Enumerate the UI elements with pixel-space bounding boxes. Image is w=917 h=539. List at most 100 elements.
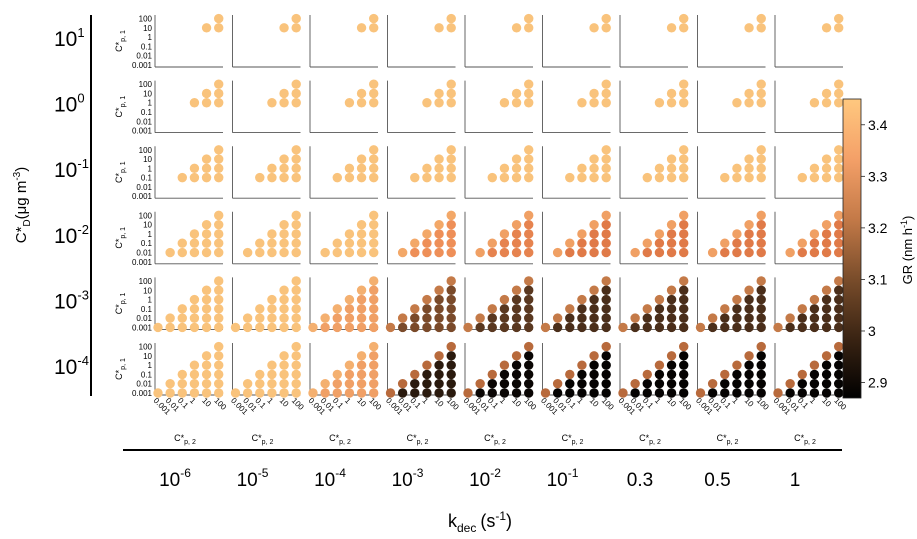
data-point — [267, 172, 277, 183]
data-point — [601, 238, 611, 248]
data-point — [214, 98, 224, 108]
data-point — [214, 360, 224, 370]
data-point — [589, 238, 599, 248]
column-label-exp: -5 — [258, 466, 269, 480]
data-point — [744, 313, 754, 323]
data-point — [177, 304, 187, 314]
panel — [309, 145, 379, 199]
colorbar-label-main: GR (nm h — [900, 228, 915, 284]
column-axis-title: kdec (s-1) — [448, 509, 512, 535]
data-point — [267, 229, 277, 239]
y-tick-label: 100 — [139, 15, 153, 24]
y-tick-label: 0.01 — [136, 249, 152, 258]
data-point — [279, 88, 289, 99]
row-label-base: 10 — [54, 290, 77, 313]
data-point — [809, 294, 820, 305]
data-point — [201, 360, 212, 370]
data-point — [821, 313, 832, 323]
y-tick-label: 0.001 — [132, 258, 153, 267]
data-point — [446, 379, 456, 389]
data-point — [487, 313, 497, 323]
data-point — [267, 313, 277, 323]
panel — [464, 79, 534, 134]
data-point — [434, 379, 444, 389]
data-point — [756, 351, 766, 361]
row-label-exp: -3 — [77, 287, 89, 302]
y-tick-label: 0.1 — [141, 108, 153, 117]
data-point — [446, 388, 456, 398]
data-point — [707, 322, 718, 333]
data-point — [524, 163, 534, 174]
colorbar-tick-label: 3.4 — [868, 117, 888, 133]
panel-y-label: C*p, 1 — [114, 96, 127, 118]
data-point — [679, 351, 689, 361]
data-point — [201, 88, 212, 99]
data-point — [720, 313, 730, 323]
data-point — [279, 285, 289, 295]
data-point — [279, 229, 289, 239]
colorbar-tick-label: 3.2 — [868, 220, 888, 236]
panel-y-label-main: C* — [114, 41, 124, 51]
data-point — [255, 369, 265, 380]
data-point — [524, 322, 534, 333]
data-point — [732, 247, 742, 258]
data-point — [642, 238, 652, 248]
data-point — [834, 210, 844, 221]
data-point — [422, 98, 432, 108]
data-point — [214, 79, 224, 89]
data-point — [422, 379, 432, 389]
data-point — [291, 369, 301, 380]
panel — [309, 210, 379, 265]
data-point — [679, 88, 689, 99]
data-point — [732, 229, 742, 239]
y-tick-label: 1 — [148, 33, 153, 42]
data-point — [821, 23, 832, 33]
data-point — [242, 322, 253, 333]
data-point — [291, 145, 301, 155]
data-point — [320, 247, 330, 258]
data-point — [446, 145, 456, 155]
data-point — [487, 388, 497, 398]
data-point — [695, 322, 706, 333]
data-point — [642, 379, 652, 389]
data-point — [577, 238, 587, 248]
data-point — [732, 313, 742, 323]
data-point — [756, 154, 766, 164]
data-point — [821, 285, 832, 295]
data-point — [834, 369, 844, 380]
panel — [309, 79, 379, 134]
data-point — [797, 247, 807, 258]
data-point — [422, 238, 432, 248]
data-point — [565, 379, 575, 389]
panel-y-label-main: C* — [114, 369, 124, 379]
data-point — [344, 304, 355, 314]
data-point — [744, 88, 754, 99]
data-point — [201, 247, 212, 258]
panel — [387, 210, 456, 265]
colorbar-label: GR (nm h-1) — [899, 216, 915, 285]
y-tick-label: 100 — [139, 146, 153, 155]
data-point — [434, 172, 444, 183]
data-point — [744, 388, 754, 398]
data-point — [369, 98, 379, 108]
row-label-base: 10 — [54, 28, 77, 51]
x-tick-label: 10 — [355, 396, 368, 409]
data-point — [809, 247, 820, 258]
data-point — [446, 313, 456, 323]
data-point — [487, 238, 497, 248]
column-label: 1 — [790, 470, 801, 491]
row-axis-title-unit: (μg m — [13, 181, 30, 220]
data-point — [446, 247, 456, 258]
data-point — [589, 154, 599, 164]
data-point — [666, 163, 677, 174]
data-point — [707, 313, 718, 323]
data-point — [499, 369, 510, 380]
column-label: 10-6 — [159, 466, 191, 491]
column-label-base: 10 — [314, 470, 335, 491]
data-point — [732, 304, 742, 314]
data-point — [601, 294, 611, 305]
data-point — [524, 360, 534, 370]
data-point — [524, 351, 534, 361]
panel-x-label: C*p, 2 — [562, 433, 584, 446]
